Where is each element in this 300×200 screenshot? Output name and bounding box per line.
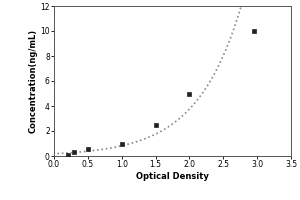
Y-axis label: Concentration(ng/mL): Concentration(ng/mL) (28, 29, 38, 133)
X-axis label: Optical Density: Optical Density (136, 172, 209, 181)
